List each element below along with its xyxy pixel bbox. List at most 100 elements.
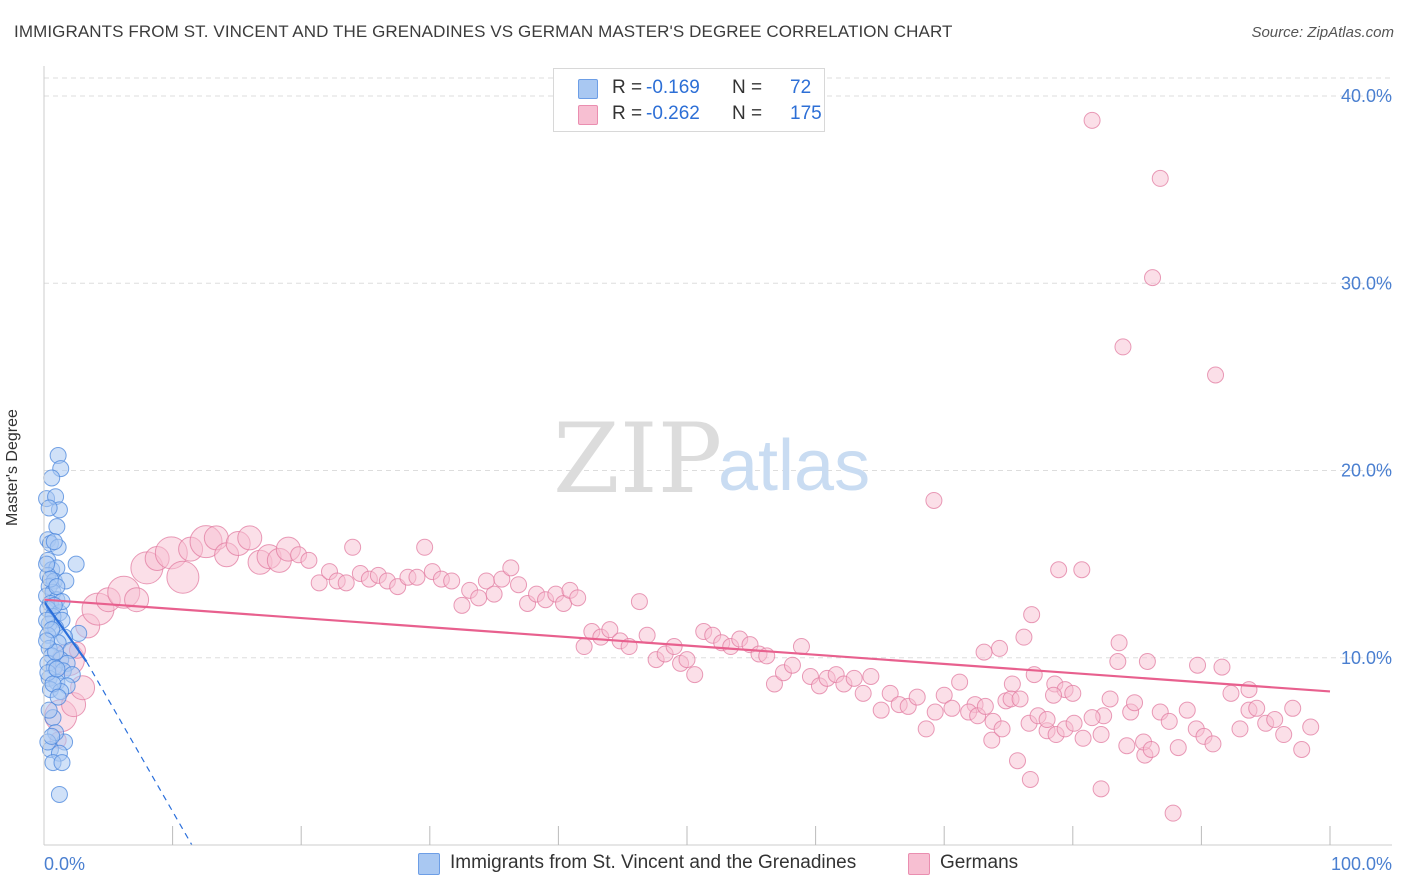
axes: 10.0% 20.0% 30.0% 40.0% 0.0% 100.0% bbox=[43, 66, 1392, 874]
germans-point bbox=[1266, 711, 1284, 729]
y-tick-label: 10.0% bbox=[1341, 648, 1392, 668]
germans-point bbox=[943, 699, 961, 717]
germans-point bbox=[310, 574, 328, 592]
germans-point bbox=[854, 684, 872, 702]
germans-point bbox=[1284, 699, 1302, 717]
germans-point bbox=[1142, 741, 1160, 759]
germans-point bbox=[1189, 656, 1207, 674]
regression-lines bbox=[43, 598, 1331, 846]
immigrants-point bbox=[48, 660, 66, 678]
germans-point bbox=[1083, 709, 1101, 727]
germans-point bbox=[1011, 690, 1029, 708]
germans-point bbox=[1293, 741, 1311, 759]
germans-point bbox=[872, 701, 890, 719]
germans-point bbox=[1109, 652, 1127, 670]
germans-point bbox=[408, 568, 426, 586]
immigrants-trend-line bbox=[43, 600, 88, 663]
germans-point bbox=[1045, 686, 1063, 704]
germans-point bbox=[1178, 701, 1196, 719]
germans-point bbox=[1101, 690, 1119, 708]
germans-point bbox=[1207, 366, 1225, 384]
germans-point bbox=[1009, 752, 1027, 770]
germans-point bbox=[601, 621, 619, 639]
series-legend: Immigrants from St. Vincent and the Gren… bbox=[0, 852, 1406, 876]
germans-point bbox=[337, 574, 355, 592]
r-label: R = bbox=[612, 103, 643, 124]
germans-point bbox=[1114, 338, 1132, 356]
germans-point bbox=[862, 667, 880, 685]
germans-point bbox=[983, 731, 1001, 749]
germans-point bbox=[1083, 111, 1101, 129]
germans-point bbox=[1038, 711, 1056, 729]
germans-point bbox=[678, 651, 696, 669]
immigrants-point bbox=[53, 754, 71, 772]
germans-point bbox=[1118, 737, 1136, 755]
immigrants-point bbox=[40, 499, 58, 517]
n-label: N = bbox=[732, 103, 763, 124]
germans-point bbox=[443, 572, 461, 590]
germans-point bbox=[1073, 561, 1091, 579]
germans-point bbox=[1050, 561, 1068, 579]
germans-point bbox=[1021, 770, 1039, 788]
germans-point bbox=[792, 638, 810, 656]
germans-point bbox=[300, 551, 318, 569]
immigrants-point bbox=[49, 688, 67, 706]
germans-point bbox=[1110, 634, 1128, 652]
legend-swatch-blue bbox=[578, 79, 598, 99]
legend-label: Immigrants from St. Vincent and the Gren… bbox=[450, 852, 857, 873]
immigrants-trend-extension bbox=[85, 661, 193, 846]
germans-point bbox=[493, 570, 511, 588]
immigrants-point bbox=[67, 555, 85, 573]
germans-point bbox=[630, 593, 648, 611]
germans-point bbox=[1275, 726, 1293, 744]
germans-point bbox=[237, 525, 263, 551]
chart-title: IMMIGRANTS FROM ST. VINCENT AND THE GREN… bbox=[14, 22, 953, 41]
germans-point bbox=[1222, 684, 1240, 702]
germans-point bbox=[925, 491, 943, 509]
germans-point bbox=[1138, 652, 1156, 670]
germans-point bbox=[935, 686, 953, 704]
germans-point bbox=[569, 589, 587, 607]
legend-swatch-blue bbox=[418, 853, 440, 875]
germans-point bbox=[510, 576, 528, 594]
germans-point bbox=[1164, 804, 1182, 822]
germans-point bbox=[976, 697, 994, 715]
legend-swatch-pink bbox=[908, 853, 930, 875]
legend-swatch-pink bbox=[578, 105, 598, 125]
germans-point bbox=[990, 639, 1008, 657]
r-value: -0.169 bbox=[646, 77, 700, 98]
germans-point bbox=[453, 596, 471, 614]
germans-point bbox=[1231, 720, 1249, 738]
immigrants-point bbox=[38, 555, 56, 573]
germans-point bbox=[1169, 739, 1187, 757]
x-tick-label: 100.0% bbox=[1331, 854, 1392, 874]
germans-point bbox=[1003, 675, 1021, 693]
germans-point bbox=[881, 684, 899, 702]
x-tick-label: 0.0% bbox=[44, 854, 85, 874]
germans-point bbox=[686, 666, 704, 684]
immigrants-point bbox=[43, 727, 61, 745]
germans-point bbox=[1151, 169, 1169, 187]
germans-point bbox=[124, 587, 150, 613]
germans-point bbox=[485, 585, 503, 603]
germans-point bbox=[1204, 735, 1222, 753]
immigrants-point bbox=[48, 578, 66, 596]
germans-point bbox=[470, 589, 488, 607]
y-tick-label: 20.0% bbox=[1341, 461, 1392, 481]
germans-points bbox=[44, 111, 1320, 822]
germans-point bbox=[1160, 712, 1178, 730]
watermark-zip: ZIP bbox=[553, 403, 722, 515]
immigrants-point bbox=[38, 632, 56, 650]
n-label: N = bbox=[732, 77, 763, 98]
germans-point bbox=[665, 638, 683, 656]
germans-trend-line bbox=[43, 598, 1331, 693]
germans-point bbox=[1248, 699, 1266, 717]
germans-point bbox=[1092, 780, 1110, 798]
germans-point bbox=[1240, 681, 1258, 699]
germans-point bbox=[1074, 729, 1092, 747]
germans-point bbox=[1065, 714, 1083, 732]
germans-point bbox=[166, 560, 200, 594]
germans-point bbox=[344, 538, 362, 556]
